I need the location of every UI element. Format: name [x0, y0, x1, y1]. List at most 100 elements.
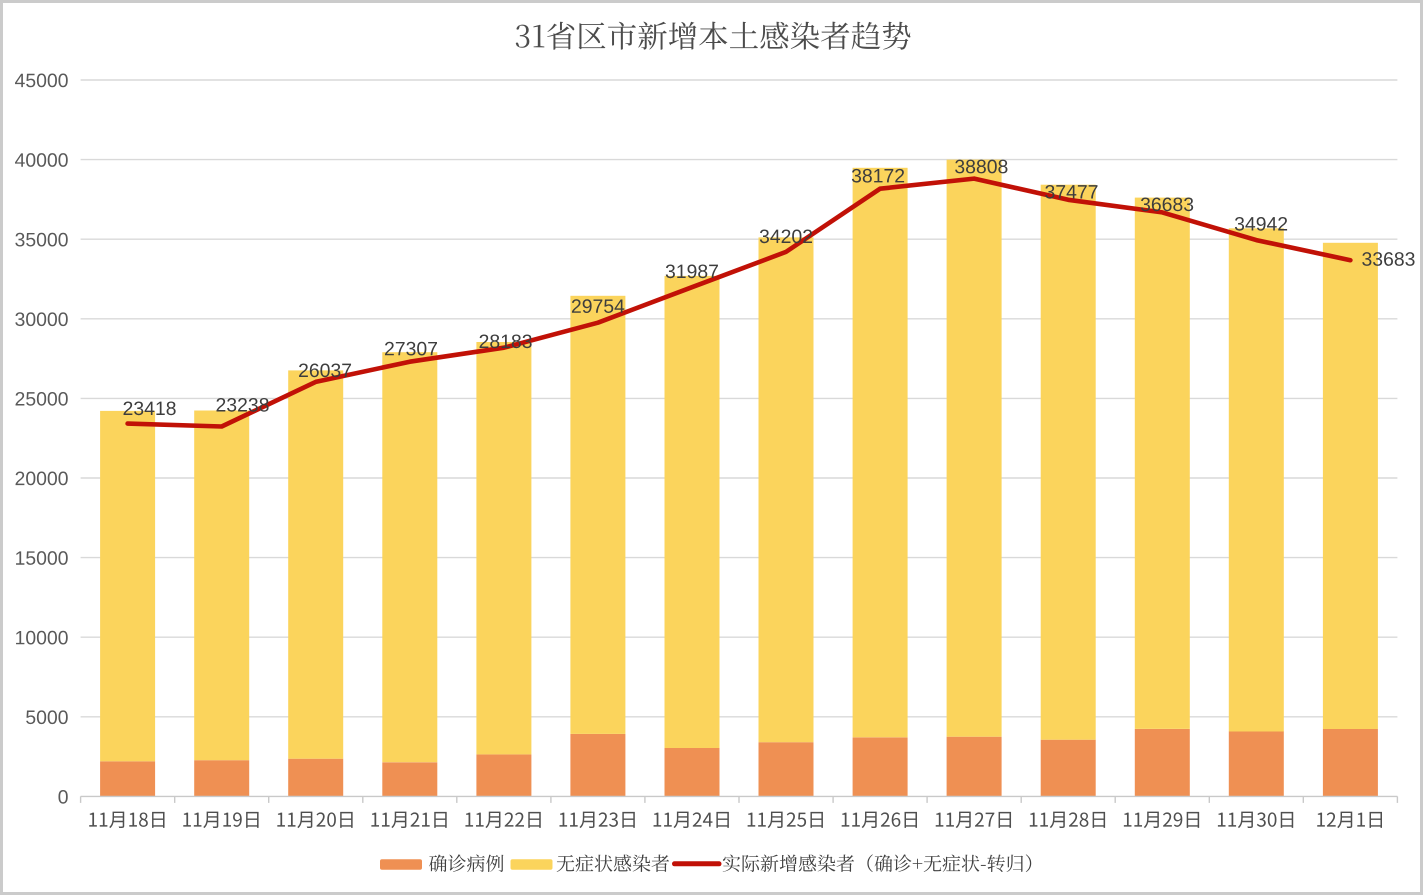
bar-confirmed [476, 754, 532, 797]
bar-asymptomatic [476, 342, 532, 755]
y-axis-label: 45000 [15, 73, 68, 88]
bar-confirmed [100, 761, 156, 797]
x-axis-label-value: 11月30日 [1217, 811, 1296, 832]
x-axis-label: 11月24日 [653, 811, 732, 832]
legend-label-value: 实际新增感染者（确诊+无症状-转归） [722, 854, 1043, 876]
x-axis-label: 11月23日 [558, 811, 637, 832]
x-axis-label-value: 11月22日 [464, 811, 543, 832]
x-axis-label: 11月28日 [1029, 811, 1108, 832]
y-axis-label: 15000 [15, 548, 69, 570]
bar-confirmed [1322, 729, 1378, 797]
x-axis-label: 12月1日 [1317, 811, 1382, 829]
legend-swatch-confirmed [380, 859, 422, 870]
bar-confirmed [852, 737, 908, 797]
y-axis-label-value: 20000 [15, 468, 69, 490]
line-data-label: 31987 [665, 264, 718, 279]
x-axis-label-value: 11月18日 [88, 811, 167, 832]
x-axis-label-value: 11月25日 [747, 811, 826, 832]
line-data-label: 36683 [1140, 197, 1194, 212]
line-data-label-value: 26037 [298, 360, 352, 382]
x-axis-label-value: 11月26日 [841, 811, 920, 832]
x-axis-label-value: 11月24日 [653, 811, 732, 832]
x-axis-label: 11月25日 [747, 811, 826, 832]
y-axis-label-value: 10000 [15, 627, 69, 649]
line-data-labels: 23418 23238 26037 27307 28183 29754 31987 34202… [123, 159, 1415, 416]
line-data-label: 34202 [759, 229, 813, 244]
x-axis-label: 11月29日 [1123, 811, 1202, 832]
bar-confirmed [194, 760, 250, 797]
y-axis-label: 5000 [26, 710, 68, 725]
y-axis-label: 35000 [15, 232, 68, 247]
y-axis-label: 0 [58, 789, 68, 804]
x-axis-label-value: 11月20日 [276, 811, 355, 832]
line-data-label: 28183 [479, 334, 532, 349]
y-axis-label: 20000 [15, 468, 69, 490]
bar-asymptomatic [100, 410, 156, 762]
bars-confirmed-series [100, 729, 1378, 797]
bar-asymptomatic [1134, 197, 1190, 729]
x-axis-label-value: 11月27日 [935, 811, 1014, 832]
x-axis-label: 11月26日 [841, 811, 920, 832]
covid-trend-chart: 0 5000 10000 15000 20000 25000 30000 35000 40000… [15, 21, 1415, 876]
bar-confirmed [382, 762, 438, 797]
line-data-label: 37477 [1045, 184, 1098, 199]
bar-asymptomatic [194, 410, 250, 761]
x-axis-label: 11月30日 [1217, 811, 1296, 832]
legend-label-value: 无症状感染者 [556, 854, 670, 876]
x-axis-label-value: 11月19日 [182, 811, 261, 832]
bar-confirmed [946, 736, 1002, 797]
y-axis-label: 10000 [15, 627, 69, 649]
line-data-label: 26037 [298, 360, 352, 382]
line-data-label: 23418 [123, 401, 176, 416]
x-axis-labels: 11月18日 11月19日 11月20日 11月21日 11月22日 11月23日 11月2… [88, 811, 1382, 832]
line-data-label-value: 27307 [384, 338, 438, 360]
y-axis-label: 30000 [15, 312, 68, 327]
y-axis-label: 25000 [15, 389, 69, 411]
bar-asymptomatic [288, 370, 344, 759]
bar-asymptomatic [852, 167, 908, 738]
bar-confirmed [664, 748, 720, 797]
x-axis-label: 11月21日 [370, 811, 449, 832]
x-axis-label: 11月22日 [464, 811, 543, 832]
x-axis [79, 795, 1399, 803]
bar-confirmed [288, 758, 344, 797]
x-axis-label-value: 11月29日 [1123, 811, 1202, 832]
bar-asymptomatic [1040, 184, 1096, 740]
y-axis-label: 40000 [15, 153, 68, 167]
y-axis-label-value: 25000 [15, 389, 69, 411]
x-axis-label: 11月18日 [88, 811, 167, 832]
x-axis-label-value: 11月23日 [558, 811, 637, 832]
x-axis-label: 11月20日 [276, 811, 355, 832]
chart-title: 31省区市新增本土感染者趋势 [515, 21, 911, 50]
bar-asymptomatic [946, 159, 1002, 737]
bar-asymptomatic [570, 295, 626, 734]
bar-asymptomatic [1228, 228, 1284, 732]
y-axis-label-value: 15000 [15, 548, 69, 570]
line-data-label: 33683 [1362, 252, 1415, 266]
line-data-label: 38808 [955, 159, 1008, 174]
legend-label: 无症状感染者 [556, 854, 670, 876]
line-data-label: 29754 [571, 299, 625, 313]
x-axis-label: 11月19日 [182, 811, 261, 832]
line-data-label: 23238 [216, 397, 269, 412]
legend-swatch-asymptomatic [510, 859, 553, 870]
x-axis-label: 11月27日 [935, 811, 1014, 832]
bar-asymptomatic [382, 352, 438, 763]
x-axis-label-value: 11月28日 [1029, 811, 1108, 832]
legend: 确诊病例 无症状感染者 实际新增感染者（确诊+无症状-转归） [380, 854, 1043, 876]
chart-title-text: 31省区市新增本土感染者趋势 [515, 21, 911, 50]
legend-label: 实际新增感染者（确诊+无症状-转归） [722, 854, 1043, 876]
bar-confirmed [1134, 729, 1190, 797]
bars-asymptomatic-series [100, 159, 1378, 763]
bar-confirmed [1040, 739, 1096, 797]
line-data-label: 34942 [1234, 216, 1288, 231]
line-data-label: 27307 [384, 338, 438, 360]
x-axis-label-value: 11月21日 [370, 811, 449, 832]
y-axis-labels: 0 5000 10000 15000 20000 25000 30000 35000 40000… [15, 73, 69, 804]
bar-confirmed [570, 733, 626, 797]
bar-confirmed [758, 742, 814, 797]
bar-asymptomatic [664, 275, 720, 748]
line-data-label: 38172 [851, 168, 905, 183]
bar-asymptomatic [1322, 242, 1378, 730]
